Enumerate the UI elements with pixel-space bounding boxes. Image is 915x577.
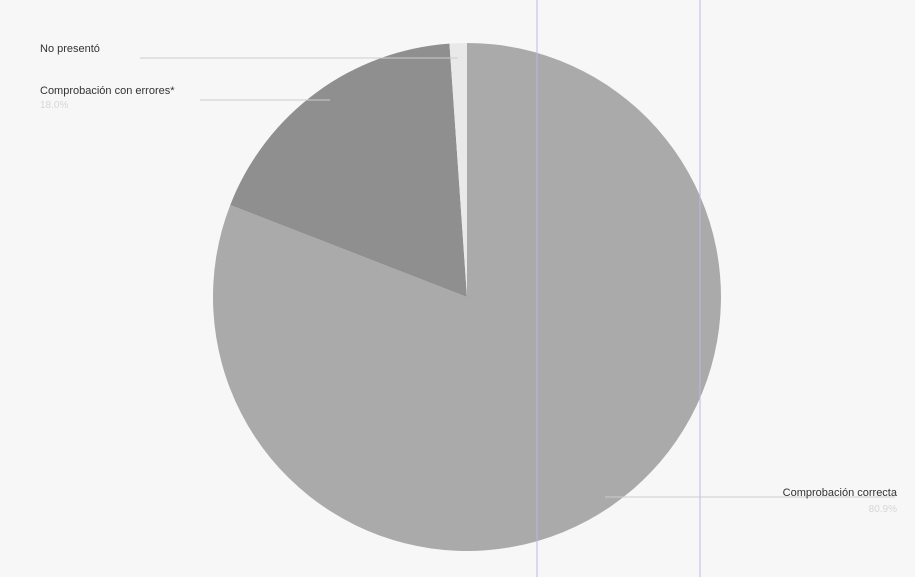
slice-label-no-presento: No presentó bbox=[40, 43, 100, 55]
leader-lines bbox=[140, 57, 895, 498]
pie-slice-no-presento bbox=[449, 43, 467, 297]
slice-label-comprobacion-con-errores: Comprobación con errores* bbox=[40, 85, 175, 97]
pie-slices bbox=[212, 43, 721, 551]
slice-value-comprobacion-correcta: 80.9% bbox=[869, 504, 897, 515]
slice-label-comprobacion-correcta: Comprobación correcta bbox=[783, 487, 898, 499]
pie-slice-comprobacion-correcta bbox=[212, 43, 721, 551]
pie-slice-comprobacion-con-errores bbox=[230, 43, 467, 297]
slice-labels: No presentó Comprobación con errores* 18… bbox=[40, 43, 898, 515]
slice-value-comprobacion-con-errores: 18.0% bbox=[40, 100, 68, 111]
vertical-guide-lines bbox=[536, 0, 701, 577]
